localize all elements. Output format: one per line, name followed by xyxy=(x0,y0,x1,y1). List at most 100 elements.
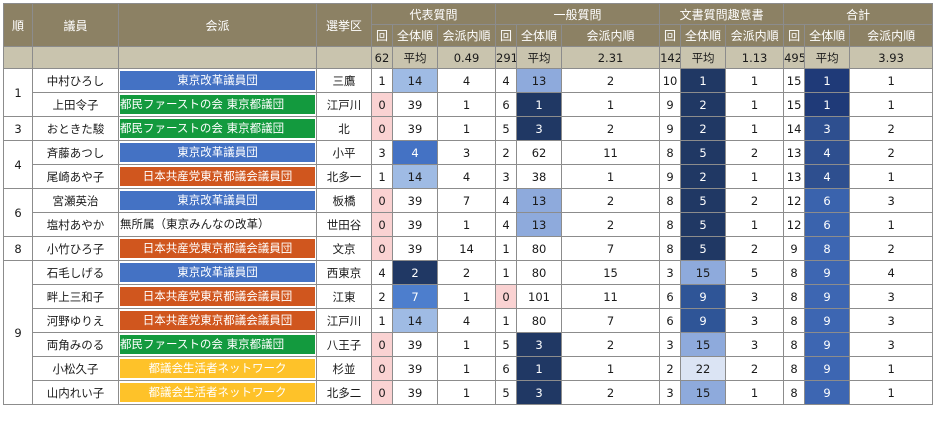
district-cell: 三鷹 xyxy=(316,68,372,93)
count-cell: 6 xyxy=(659,308,682,333)
count-cell: 12 xyxy=(783,188,806,213)
header-group-representative: 代表質問 xyxy=(370,3,497,25)
faction-rank-cell: 1 xyxy=(849,164,934,189)
header-group-general: 一般質問 xyxy=(495,3,661,25)
overall-rank-cell: 38 xyxy=(516,164,563,189)
faction-rank-cell: 15 xyxy=(561,260,661,285)
overall-rank-cell: 62 xyxy=(516,140,563,165)
count-cell: 6 xyxy=(495,356,518,381)
count-cell: 4 xyxy=(495,68,518,93)
subheader-faction-rank: 会派内順 xyxy=(561,24,661,47)
summary-count: 495 xyxy=(783,46,806,69)
overall-rank-cell: 15 xyxy=(680,380,727,405)
count-cell: 3 xyxy=(495,164,518,189)
count-cell: 3 xyxy=(659,380,682,405)
faction-rank-cell: 1 xyxy=(725,380,785,405)
count-cell: 4 xyxy=(495,212,518,237)
overall-rank-cell: 39 xyxy=(392,212,438,237)
member-name: 両角みのる xyxy=(32,332,119,357)
rank-cell: 8 xyxy=(3,236,33,261)
count-cell: 4 xyxy=(371,260,393,285)
overall-rank-cell: 6 xyxy=(804,188,851,213)
faction-rank-cell: 1 xyxy=(725,164,785,189)
overall-rank-cell: 4 xyxy=(804,140,851,165)
overall-rank-cell: 5 xyxy=(680,212,727,237)
faction-label: 都民ファーストの会 東京都議団 xyxy=(120,119,315,138)
overall-rank-cell: 13 xyxy=(516,212,563,237)
faction-cell: 日本共産党東京都議会議員団 xyxy=(118,308,317,333)
count-cell: 8 xyxy=(659,212,682,237)
member-name: 斉藤あつし xyxy=(32,140,119,165)
count-cell: 9 xyxy=(659,116,682,141)
faction-rank-cell: 3 xyxy=(849,284,934,309)
overall-rank-cell: 3 xyxy=(516,332,563,357)
district-cell: 世田谷 xyxy=(316,212,372,237)
overall-rank-cell: 5 xyxy=(680,236,727,261)
district-cell: 八王子 xyxy=(316,332,372,357)
overall-rank-cell: 9 xyxy=(804,260,851,285)
rank-cell: 1 xyxy=(3,68,33,117)
summary-blank xyxy=(118,46,317,69)
summary-avg: 3.93 xyxy=(849,46,934,69)
subheader-overall-rank: 全体順 xyxy=(516,24,563,47)
ranking-table: 順 議員 会派 選挙区 代表質問 一般質問 文書質問趣意書 合計 回全体順 会派内… xyxy=(3,3,934,405)
header-group-total: 合計 xyxy=(783,3,934,25)
count-cell: 15 xyxy=(783,92,806,117)
overall-rank-cell: 2 xyxy=(680,92,727,117)
count-cell: 2 xyxy=(495,140,518,165)
subheader-count: 回 xyxy=(783,24,806,47)
overall-rank-cell: 15 xyxy=(680,332,727,357)
faction-rank-cell: 1 xyxy=(725,92,785,117)
count-cell: 5 xyxy=(495,380,518,405)
summary-avg: 1.13 xyxy=(725,46,785,69)
faction-cell: 都議会生活者ネットワーク xyxy=(118,356,317,381)
table-row: 塩村あやか 無所属（東京みんなの改革） 世田谷 0 39 1 4 13 2 8 5 1 12 6 1 xyxy=(4,212,934,237)
header-faction: 会派 xyxy=(118,3,317,47)
faction-cell: 日本共産党東京都議会議員団 xyxy=(118,236,317,261)
count-cell: 0 xyxy=(371,92,393,117)
faction-rank-cell: 4 xyxy=(436,164,497,189)
overall-rank-cell: 1 xyxy=(804,68,851,93)
subheader-count: 回 xyxy=(495,24,518,47)
faction-cell: 都民ファーストの会 東京都議団 xyxy=(118,332,317,357)
faction-label: 東京改革議員団 xyxy=(120,263,315,282)
faction-rank-cell: 3 xyxy=(725,308,785,333)
faction-cell: 東京改革議員団 xyxy=(118,188,317,213)
overall-rank-cell: 39 xyxy=(392,188,438,213)
member-name: 山内れい子 xyxy=(32,380,119,405)
faction-rank-cell: 1 xyxy=(436,212,497,237)
count-cell: 10 xyxy=(659,68,682,93)
overall-rank-cell: 9 xyxy=(804,284,851,309)
faction-rank-cell: 2 xyxy=(725,236,785,261)
count-cell: 0 xyxy=(371,380,393,405)
overall-rank-cell: 9 xyxy=(680,284,727,309)
summary-label: 平均 xyxy=(392,46,438,69)
count-cell: 0 xyxy=(371,332,393,357)
faction-rank-cell: 7 xyxy=(436,188,497,213)
rank-cell: 4 xyxy=(3,140,33,189)
subheader-count: 回 xyxy=(659,24,682,47)
faction-cell: 都民ファーストの会 東京都議団 xyxy=(118,92,317,117)
overall-rank-cell: 15 xyxy=(680,260,727,285)
faction-rank-cell: 1 xyxy=(436,380,497,405)
faction-rank-cell: 2 xyxy=(725,188,785,213)
table-row: 6 宮瀬英治 東京改革議員団 板橋 0 39 7 4 13 2 8 5 2 12 6 3 xyxy=(3,188,934,237)
overall-rank-cell: 1 xyxy=(804,92,851,117)
overall-rank-cell: 14 xyxy=(392,308,438,333)
table-row: 河野ゆりえ 日本共産党東京都議会議員団 江戸川 1 14 4 1 80 7 6 9 3 8 9 3 xyxy=(4,308,934,333)
member-name: 中村ひろし xyxy=(32,68,119,93)
summary-label: 平均 xyxy=(804,46,851,69)
district-cell: 杉並 xyxy=(316,356,372,381)
overall-rank-cell: 80 xyxy=(516,236,563,261)
overall-rank-cell: 9 xyxy=(804,332,851,357)
count-cell: 6 xyxy=(659,284,682,309)
faction-rank-cell: 4 xyxy=(436,308,497,333)
faction-label: 日本共産党東京都議会議員団 xyxy=(120,287,315,306)
count-cell: 8 xyxy=(783,260,806,285)
count-cell: 1 xyxy=(495,236,518,261)
faction-rank-cell: 11 xyxy=(561,284,661,309)
district-cell: 小平 xyxy=(316,140,372,165)
count-cell: 3 xyxy=(659,332,682,357)
count-cell: 12 xyxy=(783,212,806,237)
count-cell: 6 xyxy=(495,92,518,117)
